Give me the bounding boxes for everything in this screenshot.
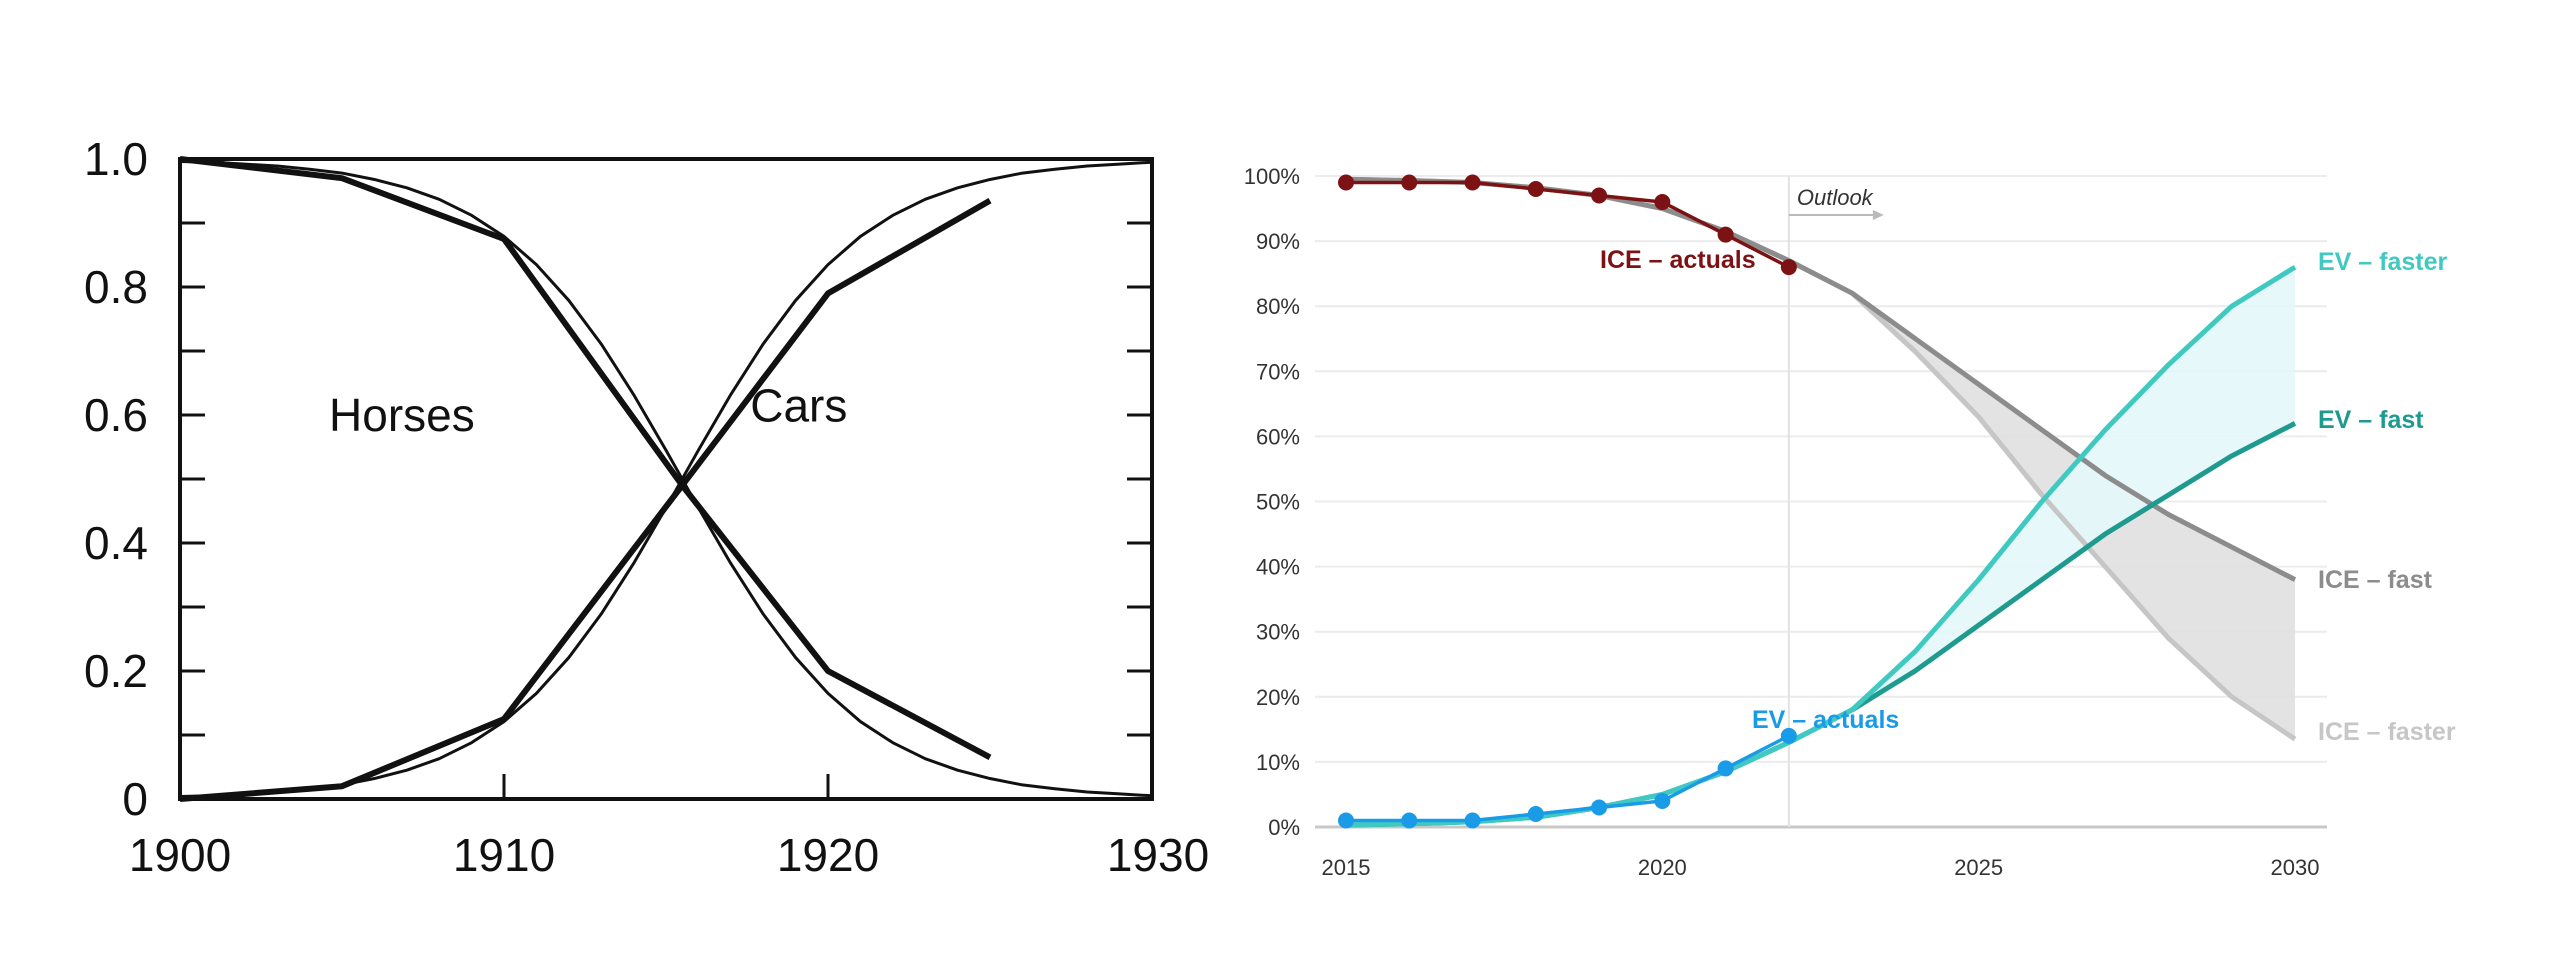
data-point-ice-actuals bbox=[1527, 181, 1544, 198]
series-line-ice-actuals bbox=[1346, 180, 1790, 269]
series-line-horses-thin bbox=[179, 160, 1153, 798]
x-tick-label: 1900 bbox=[129, 829, 231, 881]
data-point-ice-actuals bbox=[1338, 174, 1354, 191]
series-line-cars-thick bbox=[179, 197, 992, 802]
data-point-ice-actuals bbox=[1780, 259, 1797, 276]
y-tick-label: 20% bbox=[1256, 685, 1300, 710]
horses-cars-chart: 0 0.2 0.4 0.6 0.8 1.0 1900 1910 1920 1930 Horses Ca… bbox=[84, 133, 1209, 881]
outlook-arrow-head bbox=[1872, 210, 1884, 220]
y-tick-label: 0 bbox=[122, 773, 148, 825]
series-label-ev-fast: EV – fast bbox=[2318, 406, 2424, 434]
series-line-cars-thin bbox=[179, 160, 1153, 798]
x-tick-label: 2030 bbox=[2271, 855, 2320, 880]
data-point-ice-actuals bbox=[1591, 187, 1608, 204]
series-label-ice-actuals: ICE – actuals bbox=[1600, 246, 1756, 274]
ice-scenario-band bbox=[1788, 260, 2295, 740]
series-line-ev-faster bbox=[1345, 265, 2297, 828]
outlook-label: Outlook bbox=[1797, 185, 1874, 210]
y-tick-label: 70% bbox=[1256, 359, 1300, 384]
y-tick-label: 0.2 bbox=[84, 645, 148, 697]
y-tick-label: 100% bbox=[1244, 164, 1300, 189]
annotation-cars: Cars bbox=[750, 379, 847, 431]
data-point-ev-actuals bbox=[1527, 805, 1544, 822]
data-point-ice-actuals bbox=[1717, 226, 1734, 243]
ev-ice-chart: 0% 10% 20% 30% 40% 50% 60% 70% 80% 90% 100% 2015 202… bbox=[1244, 164, 2456, 880]
data-point-ice-actuals bbox=[1464, 174, 1481, 191]
data-point-ev-actuals bbox=[1338, 812, 1354, 829]
y-tick-label: 30% bbox=[1256, 620, 1300, 645]
x-tick-label: 1930 bbox=[1107, 829, 1209, 881]
y-tick-label: 0.6 bbox=[84, 389, 148, 441]
y-tick-label: 50% bbox=[1256, 490, 1300, 515]
series-line-ev-actuals bbox=[1346, 734, 1790, 823]
data-point-ev-actuals bbox=[1780, 727, 1797, 744]
series-label-ice-fast: ICE – fast bbox=[2318, 566, 2433, 594]
data-point-ice-actuals bbox=[1654, 194, 1671, 211]
series-label-ev-faster: EV – faster bbox=[2318, 248, 2448, 276]
annotation-horses: Horses bbox=[329, 389, 475, 441]
x-tick-label: 2025 bbox=[1954, 855, 2003, 880]
data-point-ev-actuals bbox=[1717, 760, 1734, 777]
y-tick-label: 0% bbox=[1268, 815, 1300, 840]
series-label-ev-actuals: EV – actuals bbox=[1752, 706, 1899, 734]
data-point-ev-actuals bbox=[1401, 812, 1418, 829]
y-tick-label: 90% bbox=[1256, 229, 1300, 254]
y-tick-label: 40% bbox=[1256, 555, 1300, 580]
y-tick-label: 1.0 bbox=[84, 133, 148, 185]
y-tick-label: 10% bbox=[1256, 750, 1300, 775]
y-tick-label: 0.4 bbox=[84, 517, 148, 569]
data-point-ev-actuals bbox=[1464, 812, 1481, 829]
data-point-ev-actuals bbox=[1591, 799, 1608, 816]
plot-frame bbox=[178, 157, 1154, 801]
y-tick-label: 0.8 bbox=[84, 261, 148, 313]
x-tick-label: 1920 bbox=[777, 829, 879, 881]
series-label-ice-faster: ICE – faster bbox=[2318, 718, 2456, 746]
x-tick-label: 2020 bbox=[1638, 855, 1687, 880]
y-tick-label: 60% bbox=[1256, 424, 1300, 449]
data-point-ev-actuals bbox=[1654, 792, 1671, 809]
data-point-ice-actuals bbox=[1401, 174, 1418, 191]
y-tick-label: 80% bbox=[1256, 294, 1300, 319]
series-line-horses-thick bbox=[179, 156, 992, 761]
x-tick-label: 2015 bbox=[1322, 855, 1371, 880]
x-tick-label: 1910 bbox=[453, 829, 555, 881]
